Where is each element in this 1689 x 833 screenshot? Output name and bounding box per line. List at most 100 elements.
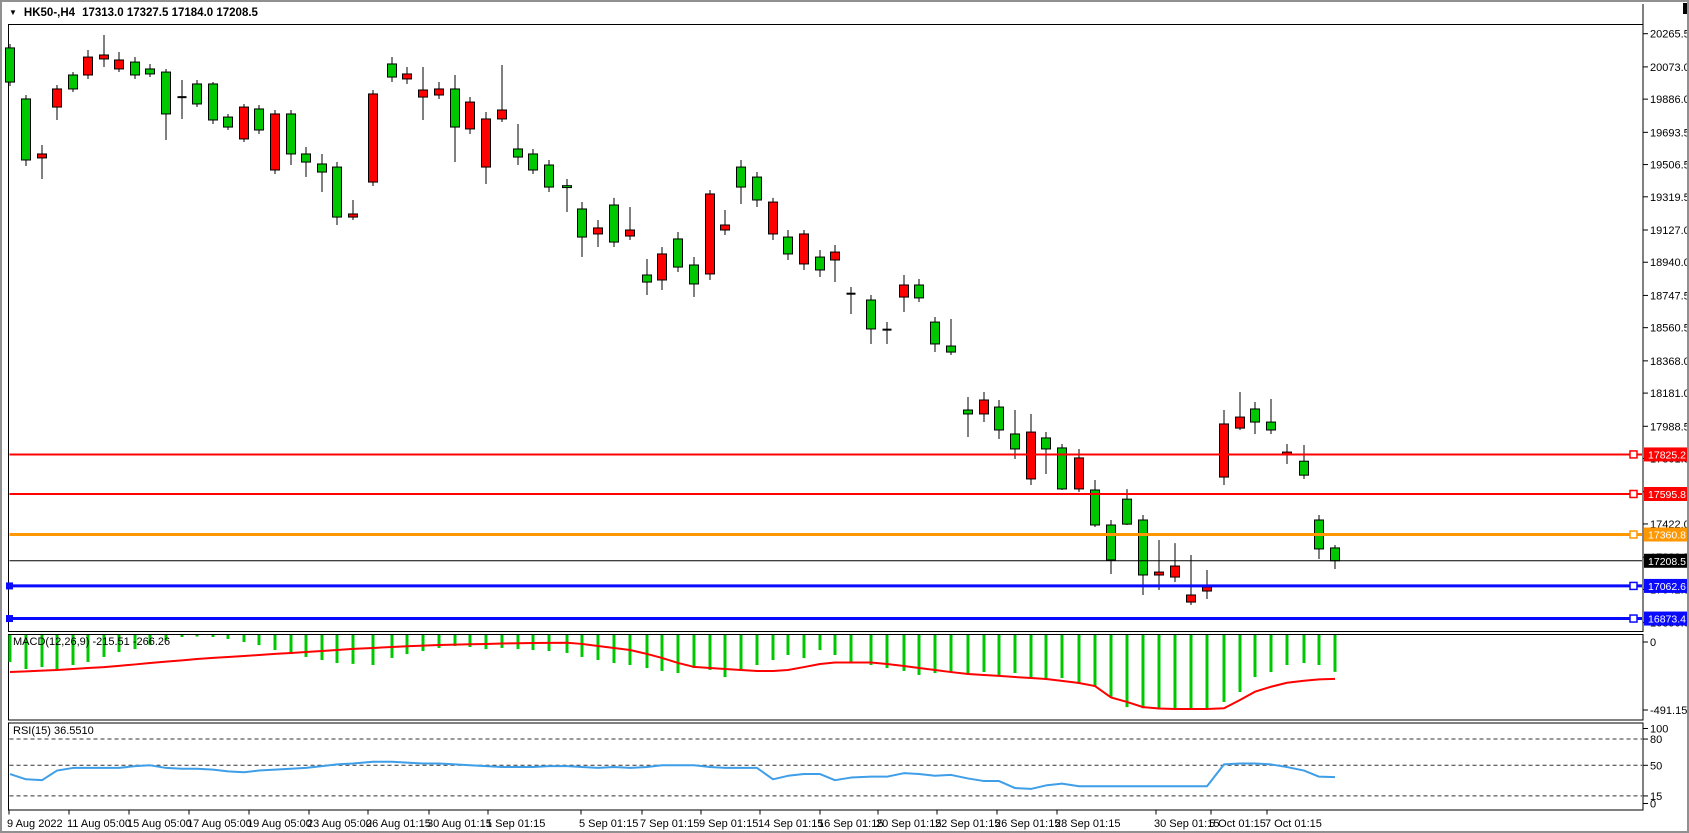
hline-end-marker[interactable] [1629,450,1638,459]
candle-body [625,229,635,237]
candle-body [192,83,202,105]
candle-body [402,73,412,80]
candle [223,113,233,130]
time-tick-label: 28 Sep 01:15 [1055,818,1120,830]
candle-body [528,153,538,171]
candle-body [914,284,924,299]
candle [1250,402,1260,434]
candle [161,68,171,140]
rsi-tick-label: 100 [1650,724,1668,736]
price-tick-label: 18368.0 [1650,356,1689,368]
candle-body [720,224,730,231]
candle-body [114,59,124,70]
hline-left-marker[interactable] [6,582,13,590]
candle [1122,489,1132,525]
candle-body [642,274,652,283]
candle [434,82,444,99]
candle [899,274,909,313]
price-tick-label: 19506.5 [1650,160,1689,172]
price-tick-label: 18560.5 [1650,323,1689,335]
candle [450,74,460,163]
candle [979,392,989,423]
candle-body [254,108,264,131]
time-tick-label: 30 Sep 01:15 [1154,818,1219,830]
candle [52,84,62,120]
candle [783,229,793,260]
candle-body [83,56,93,76]
candle [830,244,840,283]
candle-body [21,98,31,161]
candle [815,249,825,278]
candle [465,97,475,134]
candle [83,49,93,79]
candle-body [1138,519,1148,576]
candle [5,43,15,87]
symbol-dropdown-icon[interactable]: ▼ [9,8,17,17]
candle-body [544,164,554,188]
macd-tick-label: -491.15 [1650,705,1687,717]
candle [1026,413,1036,485]
candle [270,109,280,174]
candle-body [1330,547,1340,562]
candle-body [1057,447,1067,490]
candle-body [799,233,809,265]
candle-body [434,88,444,96]
candle [720,209,730,235]
hline-end-marker[interactable] [1629,530,1638,539]
candle [21,94,31,167]
price-badge-label: 17062.6 [1648,581,1686,593]
candle-body [1266,421,1276,431]
candle-body [1090,489,1100,526]
price-badge [1644,611,1687,626]
candle [593,219,603,248]
candle [68,72,78,93]
candle [1170,543,1180,583]
macd-indicator-label: MACD(12,26,9) -215.51 -266.26 [13,636,171,648]
candle-body [866,299,876,330]
price-badge [1644,578,1687,593]
candle-body [1235,416,1245,429]
candle [1106,519,1116,574]
candle-body [963,409,973,415]
candle [866,294,876,344]
candle [301,147,311,178]
candle-body [5,47,15,83]
hline-left-marker[interactable] [6,615,13,623]
candle [418,67,428,120]
time-tick-label: 5 Oct 01:15 [1209,818,1266,830]
candle [544,159,554,193]
candle [348,199,358,220]
candle-body [1106,524,1116,561]
rsi-pane-frame [8,722,1644,811]
price-tick-label: 19127.0 [1650,225,1689,237]
candle-body [317,163,327,173]
symbol-titlebar: ▼ HK50-,H4 17313.0 17327.5 17184.0 17208… [9,5,258,21]
hline-end-marker[interactable] [1629,614,1638,623]
candle [497,64,507,123]
candle [1090,479,1100,528]
candle [625,207,635,240]
price-badge-label: 17825.2 [1648,449,1686,461]
hline-end-marker[interactable] [1629,581,1638,591]
candle-body [348,213,358,218]
candle-body [481,118,491,168]
price-badge-label: 17595.8 [1648,489,1686,501]
candle-body [270,113,280,171]
candle-body [752,176,762,201]
candle-body [1154,571,1164,576]
candle-body [301,153,311,163]
candle-body [736,166,746,188]
candle-body [1202,586,1212,592]
candle [317,153,327,193]
candle [736,159,746,204]
hline-end-marker[interactable] [1629,489,1638,499]
candle-body [52,88,62,108]
candle-body [783,236,793,255]
price-badge [1644,553,1687,568]
candle-body [705,193,715,275]
candle-body [1026,431,1036,480]
candle-body [1250,408,1260,423]
candle-body [130,61,140,76]
